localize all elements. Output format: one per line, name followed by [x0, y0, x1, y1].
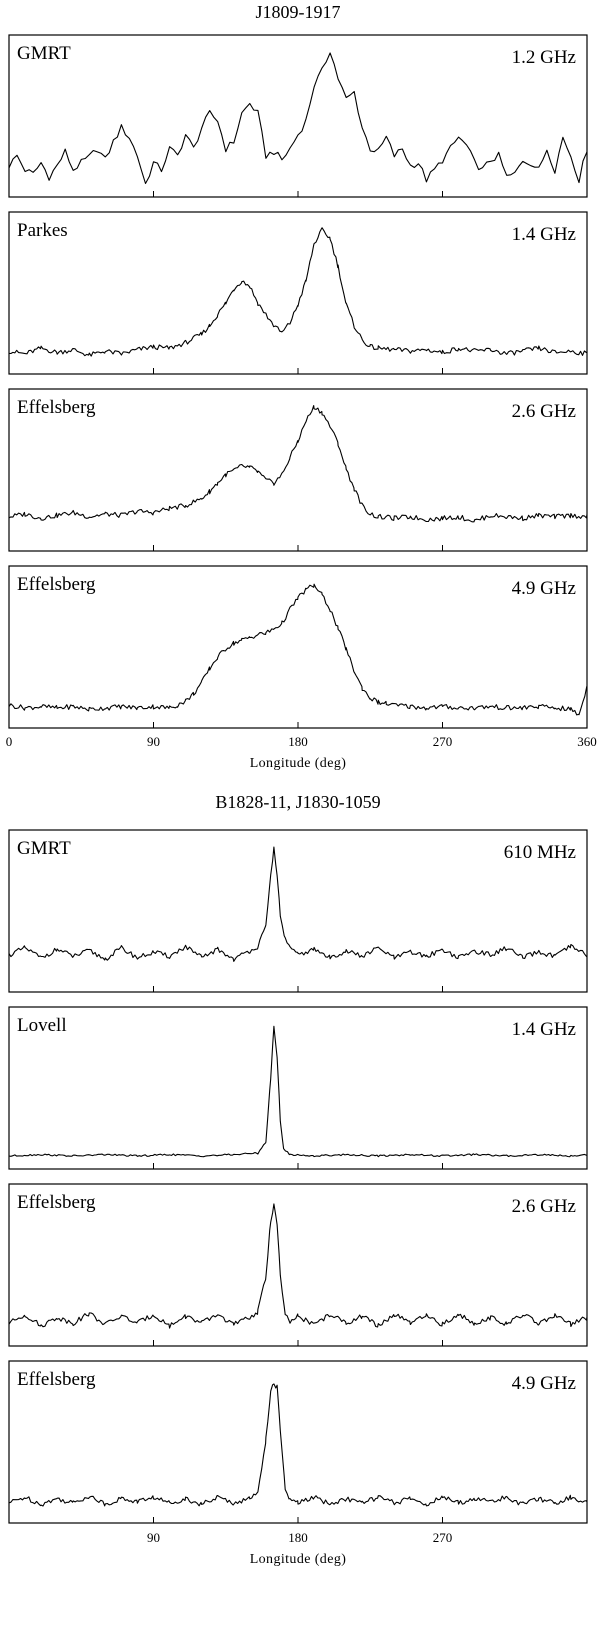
- panel-frame: [8, 1006, 588, 1170]
- x-tick-label: 360: [577, 734, 597, 749]
- chart-title: J1809-1917: [256, 2, 341, 22]
- frequency-label: 2.6 GHz: [512, 1196, 576, 1217]
- telescope-label: Parkes: [17, 220, 68, 241]
- chart-2: B1828-11, J1830-1059 GMRT 610 MHz Lovell 1.4…: [8, 792, 588, 1567]
- frequency-label: 2.6 GHz: [512, 401, 576, 422]
- telescope-label: GMRT: [17, 838, 71, 859]
- panel-effelsberg-3: Effelsberg 2.6 GHz: [8, 1183, 588, 1347]
- profile-trace: [8, 1203, 588, 1329]
- telescope-label: Lovell: [17, 1015, 67, 1036]
- panel-effelsberg-3: Effelsberg 2.6 GHz: [8, 388, 588, 552]
- panel-gmrt-1: GMRT 610 MHz: [8, 829, 588, 993]
- panel-frame: [8, 34, 588, 198]
- panel-gmrt-1: GMRT 1.2 GHz: [8, 34, 588, 198]
- frequency-label: 4.9 GHz: [512, 1373, 576, 1394]
- profile-trace: [8, 583, 588, 716]
- panel-frame: [8, 1183, 588, 1347]
- profile-trace: [8, 405, 588, 523]
- frequency-label: 610 MHz: [504, 842, 576, 863]
- telescope-label: Effelsberg: [17, 1369, 96, 1390]
- x-tick-label: 180: [288, 1530, 308, 1545]
- x-tick-label: 270: [433, 734, 453, 749]
- chart-title: B1828-11, J1830-1059: [215, 792, 380, 812]
- profile-trace: [8, 52, 588, 185]
- telescope-label: GMRT: [17, 43, 71, 64]
- frequency-label: 1.2 GHz: [512, 47, 576, 68]
- x-tick-label: 180: [288, 734, 308, 749]
- panel-frame: [8, 211, 588, 375]
- panel-frame: [8, 829, 588, 993]
- telescope-label: Effelsberg: [17, 574, 96, 595]
- frequency-label: 1.4 GHz: [512, 1019, 576, 1040]
- profile-trace: [8, 1025, 588, 1158]
- panel-frame: [8, 388, 588, 552]
- frequency-label: 4.9 GHz: [512, 578, 576, 599]
- telescope-label: Effelsberg: [17, 397, 96, 418]
- panel-effelsberg-4: Effelsberg 4.9 GHz: [8, 565, 588, 729]
- x-axis-label: Longitude (deg): [250, 1552, 347, 1567]
- x-tick-label: 0: [6, 734, 13, 749]
- frequency-label: 1.4 GHz: [512, 224, 576, 245]
- x-axis-label: Longitude (deg): [250, 756, 347, 771]
- telescope-label: Effelsberg: [17, 1192, 96, 1213]
- x-tick-label: 90: [147, 1530, 160, 1545]
- panel-frame: [8, 1360, 588, 1524]
- panel-parkes-2: Parkes 1.4 GHz: [8, 211, 588, 375]
- profile-trace: [8, 227, 588, 357]
- x-tick-label: 90: [147, 734, 160, 749]
- profile-trace: [8, 846, 588, 962]
- panel-effelsberg-4: Effelsberg 4.9 GHz: [8, 1360, 588, 1524]
- profile-trace: [8, 1383, 588, 1507]
- chart-1: J1809-1917 GMRT 1.2 GHz Parkes 1.4 GHz Effels…: [6, 2, 597, 771]
- panel-lovell-2: Lovell 1.4 GHz: [8, 1006, 588, 1170]
- x-tick-label: 270: [433, 1530, 453, 1545]
- panel-frame: [8, 565, 588, 729]
